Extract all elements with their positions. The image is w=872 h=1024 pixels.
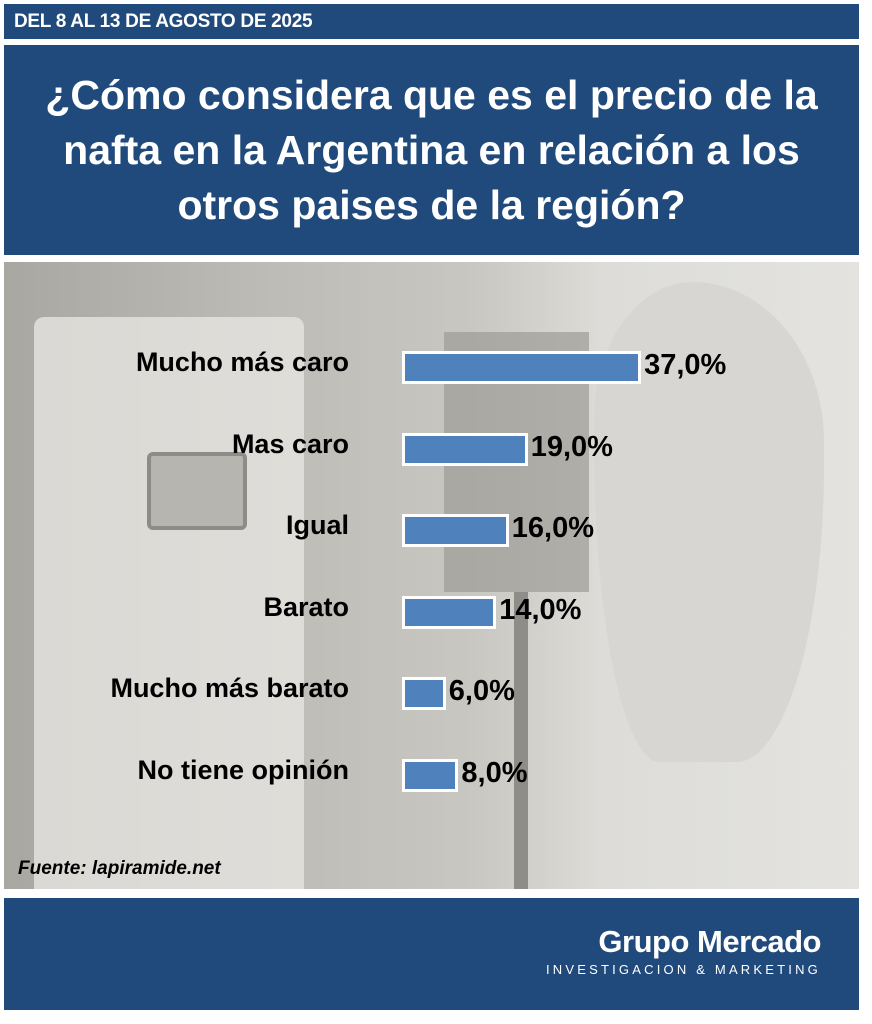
bar	[402, 351, 642, 384]
bar	[402, 677, 446, 711]
title-banner: ¿Cómo considera que es el precio de la n…	[4, 45, 859, 255]
source-note: Fuente: lapiramide.net	[18, 858, 221, 879]
value-label: 19,0%	[530, 430, 613, 463]
value-label: 37,0%	[644, 349, 727, 381]
category-label: No tiene opinión	[137, 755, 349, 785]
bar	[402, 514, 509, 548]
sign-pole	[514, 592, 528, 889]
date-range: DEL 8 AL 13 DE AGOSTO DE 2025	[14, 11, 313, 32]
brand-name: Grupo Mercado	[598, 924, 821, 959]
category-label: Barato	[263, 591, 349, 622]
category-label: Mas caro	[231, 428, 349, 459]
value-label: 6,0%	[448, 675, 515, 708]
value-label: 8,0%	[461, 757, 528, 789]
brand-logo: Grupo Mercado INVESTIGACION & MARKETING	[545, 924, 822, 977]
category-label: Mucho más barato	[110, 673, 349, 704]
category-label: Mucho más caro	[135, 347, 349, 377]
chart-area: Mucho más caro 37,0% Mas caro 19,0% Igual 16,…	[4, 262, 859, 889]
fuel-pump-background	[34, 317, 304, 889]
value-label: 14,0%	[499, 593, 582, 626]
bar	[402, 759, 459, 792]
category-label: Igual	[285, 510, 349, 541]
brand-tagline: INVESTIGACION & MARKETING	[545, 962, 821, 977]
footer-banner: Grupo Mercado INVESTIGACION & MARKETING	[4, 898, 859, 1010]
pump-price-sign	[147, 452, 247, 530]
value-label: 16,0%	[511, 512, 595, 545]
bar	[402, 432, 528, 466]
bar	[402, 595, 497, 629]
date-banner: DEL 8 AL 13 DE AGOSTO DE 2025	[4, 4, 859, 39]
chart-title: ¿Cómo considera que es el precio de la n…	[45, 71, 818, 228]
